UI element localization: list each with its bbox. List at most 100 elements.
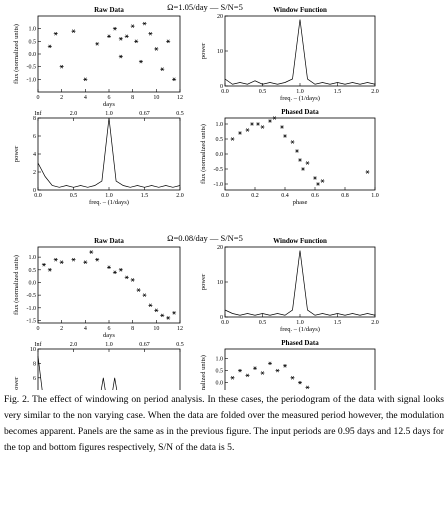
x-tick-label: 0 — [37, 326, 40, 332]
y-tick-label: 1.0 — [216, 357, 224, 363]
panel-title: Phased Data — [281, 339, 319, 347]
x2-tick-label: 2.0 — [70, 111, 78, 117]
y-axis-label: flux (normalized units) — [200, 355, 207, 390]
y-tick-label: 8 — [33, 361, 36, 367]
x-tick-label: 10 — [153, 326, 159, 332]
y-tick-label: 2 — [33, 170, 36, 176]
x-axis-label: freq. – (1/days) — [89, 199, 129, 206]
data-point — [41, 262, 46, 267]
data-point — [245, 128, 250, 132]
data-point — [118, 37, 123, 41]
x-axis-label: freq. – (1/days) — [280, 95, 320, 102]
data-point — [230, 376, 235, 380]
data-point — [118, 54, 123, 59]
x-tick-label: 10 — [153, 95, 159, 101]
data-point — [298, 380, 302, 385]
panel: Phased Data 0.0 0.2 0.4 0.6 0.8 1.0 -1.0 -0.5 0.0… — [200, 108, 379, 206]
y-tick-label: 1.0 — [29, 255, 37, 261]
x-tick-label: 0.8 — [341, 193, 349, 199]
y-tick-label: -0.5 — [27, 293, 37, 299]
x-tick-label: 2 — [60, 95, 63, 101]
y-tick-label: 0 — [220, 84, 223, 90]
caption: Fig. 2. The effect of windowing on perio… — [4, 394, 444, 453]
x2-tick-label: 0.5 — [176, 111, 184, 117]
x-tick-label: 12 — [177, 95, 183, 101]
data-point — [260, 371, 265, 375]
data-point — [305, 385, 310, 390]
y-tick-label: 20 — [217, 14, 223, 20]
x2-tick-label: 1.0 — [105, 342, 113, 348]
panel-title: Raw Data — [94, 6, 124, 14]
x2-tick-label: 0.67 — [139, 342, 150, 348]
data-point — [59, 64, 64, 69]
y-tick-label: 0.5 — [216, 369, 224, 375]
x-axis-label: freq. – (1/days) — [280, 326, 320, 333]
y-tick-label: 0.0 — [216, 152, 224, 158]
x2-tick-label: 0.67 — [139, 111, 150, 117]
y-tick-label: 10 — [217, 280, 223, 286]
data-point — [83, 260, 88, 264]
data-point — [305, 161, 310, 165]
y-tick-label: 0.0 — [29, 52, 37, 58]
x-tick-label: 0.0 — [221, 89, 229, 95]
data-point — [142, 293, 147, 297]
spectrum-line — [37, 117, 181, 188]
data-point — [316, 182, 320, 186]
data-point — [107, 265, 111, 270]
data-point — [290, 140, 295, 144]
x-tick-label: 0.4 — [281, 193, 289, 199]
y-axis-label: flux (normalized units) — [200, 124, 207, 184]
x2-tick-label: Inf — [35, 110, 42, 117]
plot-frame — [224, 117, 376, 191]
data-point — [268, 361, 272, 366]
data-point — [71, 257, 76, 262]
x-tick-label: 6 — [108, 95, 111, 101]
data-point — [53, 257, 58, 262]
data-point — [112, 270, 117, 275]
data-point — [112, 26, 117, 31]
group-title: Ω=0.08/day — S/N=5 — [167, 233, 243, 243]
data-point — [172, 311, 177, 315]
y-axis-label: flux (normalized units) — [13, 255, 20, 315]
panel: Phased Data0.00.20.40.60.81.0-1.5-1.0-0.… — [200, 339, 379, 437]
data-point — [301, 167, 305, 171]
y-tick-label: -1.5 — [27, 318, 37, 324]
data-point — [283, 134, 287, 138]
data-point — [238, 368, 242, 373]
y-tick-label: 6 — [33, 134, 36, 140]
data-point — [136, 288, 141, 292]
data-point — [298, 158, 302, 162]
data-point — [166, 39, 171, 44]
data-point — [365, 170, 370, 174]
y-axis-label: power — [200, 42, 207, 59]
data-point — [83, 77, 88, 82]
y-tick-label: -0.5 — [214, 167, 224, 173]
data-point — [320, 179, 325, 183]
x2-tick-label: Inf — [35, 341, 42, 348]
x-tick-label: 0.0 — [34, 193, 42, 199]
y-tick-label: -1.0 — [27, 77, 37, 83]
panel: 0.0 0.5 1.0 1.5 2.0 Inf 2.0 1.0 0.67 0.5 0 2 4 6 8 freq… — [13, 110, 184, 206]
x-tick-label: 1.5 — [334, 89, 342, 95]
x-tick-label: 0.0 — [221, 193, 229, 199]
data-point — [272, 116, 277, 120]
plot-frame — [37, 15, 181, 93]
data-point — [53, 31, 58, 36]
y-tick-label: 4 — [33, 152, 36, 158]
plot-frame — [37, 117, 181, 191]
data-point — [245, 373, 250, 378]
x-tick-label: 1.0 — [296, 89, 304, 95]
figure: Ω=1.05/day — S/N=5 Ω=0.08/day — S/N=5 Ra… — [13, 2, 379, 437]
data-point — [95, 42, 100, 46]
x-tick-label: 0.5 — [259, 320, 267, 326]
data-point — [148, 31, 153, 36]
spectrum-line — [224, 250, 376, 316]
x-tick-label: 0.6 — [311, 193, 319, 199]
x2-tick-label: 0.5 — [176, 342, 184, 348]
panel-title: Window Function — [273, 237, 327, 245]
y-tick-label: 1.0 — [216, 122, 224, 128]
data-point — [275, 368, 280, 373]
data-point — [124, 275, 129, 280]
panel: Window Function 0.0 0.5 1.0 1.5 2.0 0 10 20 freq.… — [200, 6, 379, 102]
